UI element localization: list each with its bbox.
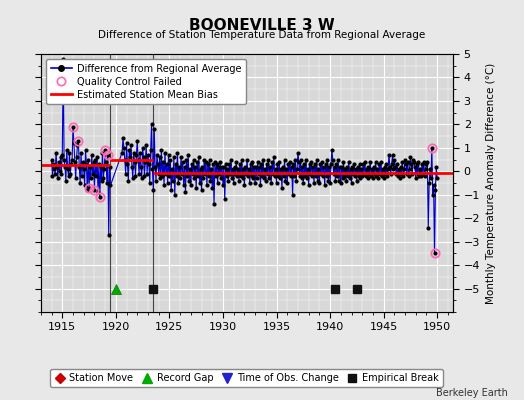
Legend: Station Move, Record Gap, Time of Obs. Change, Empirical Break: Station Move, Record Gap, Time of Obs. C… xyxy=(50,369,443,387)
Text: Berkeley Earth: Berkeley Earth xyxy=(436,388,508,398)
Text: Difference of Station Temperature Data from Regional Average: Difference of Station Temperature Data f… xyxy=(99,30,425,40)
Y-axis label: Monthly Temperature Anomaly Difference (°C): Monthly Temperature Anomaly Difference (… xyxy=(486,62,496,304)
Legend: Difference from Regional Average, Quality Control Failed, Estimated Station Mean: Difference from Regional Average, Qualit… xyxy=(46,59,246,104)
Text: BOONEVILLE 3 W: BOONEVILLE 3 W xyxy=(189,18,335,33)
